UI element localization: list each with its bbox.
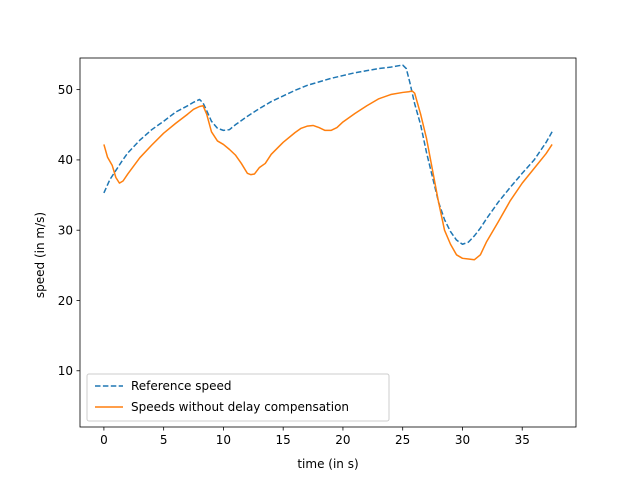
- x-tick-label: 20: [335, 433, 350, 447]
- y-axis-label: speed (in m/s): [33, 212, 47, 298]
- x-tick-label: 10: [216, 433, 231, 447]
- y-tick-label: 20: [58, 294, 73, 308]
- legend-label-speeds-without-delay-compensation: Speeds without delay compensation: [131, 400, 349, 414]
- x-tick-label: 30: [455, 433, 470, 447]
- x-axis-label: time (in s): [297, 457, 358, 471]
- x-tick-label: 0: [100, 433, 108, 447]
- x-tick-label: 5: [160, 433, 168, 447]
- x-tick-label: 15: [276, 433, 291, 447]
- y-tick-label: 40: [58, 153, 73, 167]
- x-tick-label: 25: [395, 433, 410, 447]
- series-line-speeds-without-delay-compensation: [103, 90, 553, 261]
- legend-label-reference-speed: Reference speed: [131, 379, 232, 393]
- y-tick-label: 30: [58, 224, 73, 238]
- y-tick-label: 50: [58, 83, 73, 97]
- legend-box: [86, 373, 390, 422]
- ticks-layer: 0 5 10 15 20 25 30 35 10 20 30 40 50: [58, 83, 530, 447]
- legend: Reference speed Speeds without delay com…: [86, 373, 390, 422]
- plot-frame: [79, 57, 577, 428]
- x-tick-label: 35: [515, 433, 530, 447]
- y-tick-label: 10: [58, 364, 73, 378]
- series-layer: [103, 64, 553, 261]
- series-line-reference-speed: [103, 64, 553, 246]
